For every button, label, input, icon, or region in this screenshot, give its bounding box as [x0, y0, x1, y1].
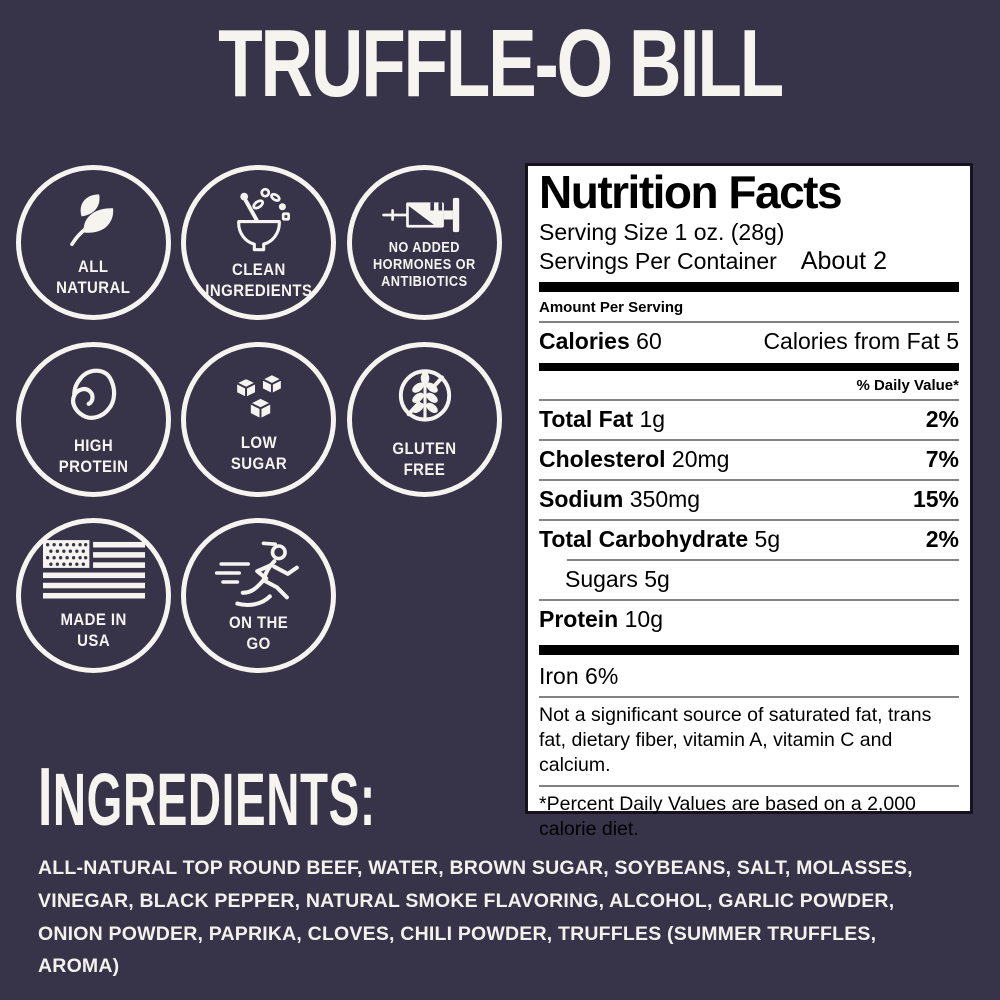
- badge-on-the-go: ON THE GO: [181, 518, 336, 673]
- running-icon: [214, 537, 304, 609]
- sugar-cubes-icon: [221, 365, 297, 429]
- nutrition-facts-panel: Nutrition Facts Serving Size 1 oz. (28g)…: [525, 163, 973, 840]
- badge-label: HIGH PROTEIN: [58, 436, 129, 476]
- amount-per-serving: Amount Per Serving: [539, 299, 684, 317]
- badge-label: ON THE GO: [228, 613, 289, 653]
- badge-label: NO ADDED HORMONES OR ANTIBIOTICS: [373, 239, 476, 291]
- bowl-icon: [220, 184, 298, 256]
- badge-no-added-hormones: NO ADDED HORMONES OR ANTIBIOTICS: [347, 165, 502, 320]
- divider-thin: [539, 785, 959, 788]
- badge-low-sugar: LOW SUGAR: [181, 342, 336, 497]
- divider-thin: [539, 321, 959, 324]
- ingredients-list: ALL-NATURAL TOP ROUND BEEF, WATER, BROWN…: [38, 857, 913, 978]
- divider-thin: [539, 479, 959, 482]
- syringe-icon: [380, 194, 470, 236]
- divider-thick: [539, 282, 959, 293]
- divider-thin: [539, 696, 959, 699]
- divider-thin: [539, 399, 959, 402]
- calories-from-fat: Calories from Fat 5: [763, 328, 959, 355]
- badge-all-natural: ALL NATURAL: [16, 165, 171, 320]
- servings-value: About 2: [800, 246, 887, 275]
- divider-medium: [539, 363, 959, 372]
- leaf-icon: [57, 187, 131, 253]
- badge-clean-ingredients: CLEAN INGREDIENTS: [181, 165, 336, 320]
- nutrition-disclaimer: Not a significant source of saturated fa…: [539, 704, 932, 777]
- muscle-icon: [56, 362, 132, 432]
- divider-thin: [539, 599, 959, 602]
- ingredients-heading: INGREDIENTS:: [38, 750, 376, 843]
- badge-label: ALL NATURAL: [56, 257, 131, 297]
- cholesterol-row: Cholesterol 20mg 7%: [539, 446, 959, 473]
- badge-label: LOW SUGAR: [230, 433, 287, 473]
- divider-thin: [539, 439, 959, 442]
- iron-row: Iron 6%: [539, 663, 619, 690]
- badge-made-in-usa: MADE IN USA: [16, 518, 171, 673]
- wheat-icon: [386, 359, 464, 435]
- total-fat-row: Total Fat 1g 2%: [539, 406, 959, 433]
- servings-per-container: Servings Per Container About 2: [539, 246, 887, 275]
- sodium-row: Sodium 350mg 15%: [539, 486, 959, 513]
- badge-label: MADE IN USA: [60, 610, 127, 650]
- calories-row: Calories 60 Calories from Fat 5: [539, 328, 959, 355]
- product-title: TRUFFLE-O BILL: [218, 10, 784, 117]
- badge-label: CLEAN INGREDIENTS: [204, 260, 313, 300]
- nutrition-footnote: *Percent Daily Values are based on a 2,0…: [539, 793, 916, 841]
- sugars-row: Sugars 5g: [565, 566, 670, 593]
- divider-thin-indented: [567, 559, 959, 562]
- badge-high-protein: HIGH PROTEIN: [16, 342, 171, 497]
- nutrition-title: Nutrition Facts: [539, 166, 843, 218]
- protein-row: Protein 10g: [539, 606, 663, 633]
- serving-size: Serving Size 1 oz. (28g): [539, 218, 785, 245]
- daily-value-header: % Daily Value*: [856, 377, 959, 395]
- total-carbohydrate-row: Total Carbohydrate 5g 2%: [539, 526, 959, 553]
- divider-thin: [539, 519, 959, 522]
- badge-gluten-free: GLUTEN FREE: [347, 342, 502, 497]
- divider-thick: [539, 645, 959, 656]
- badge-label: GLUTEN FREE: [392, 439, 457, 479]
- usa-flag-icon: [42, 540, 145, 606]
